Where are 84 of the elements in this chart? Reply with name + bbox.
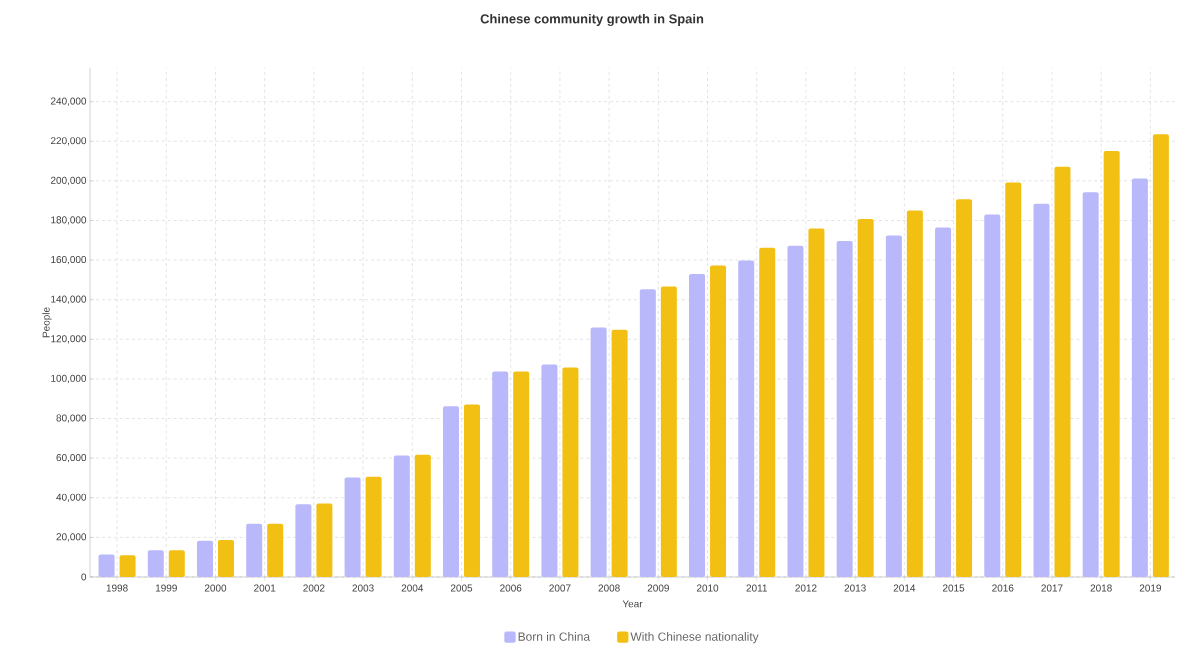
y-tick-label: 180,000 <box>51 216 87 225</box>
x-tick-label: 2019 <box>1139 584 1161 592</box>
bar <box>295 504 312 577</box>
bar <box>660 286 677 577</box>
bar <box>267 523 284 577</box>
bar <box>541 364 558 577</box>
x-tick-label: 2007 <box>549 584 571 592</box>
chart-title: Chinese community growth in Spain <box>480 13 704 27</box>
x-tick-label: 2009 <box>647 584 669 592</box>
bar <box>443 406 460 577</box>
x-tick-label: 2014 <box>893 584 916 592</box>
bar <box>246 523 263 577</box>
x-tick-label: 1998 <box>106 584 128 592</box>
y-tick-label: 20,000 <box>56 533 87 542</box>
bar <box>1054 166 1071 577</box>
bar <box>1033 203 1050 577</box>
bar <box>639 289 656 577</box>
bar <box>513 371 530 577</box>
x-axis-title: Year <box>622 600 643 608</box>
x-tick-label: 2018 <box>1090 584 1112 592</box>
bar <box>984 214 1001 577</box>
x-tick-label: 2010 <box>696 584 719 592</box>
bar <box>738 260 755 577</box>
x-tick-label: 2005 <box>450 584 473 592</box>
bar <box>836 240 853 577</box>
bar <box>1103 150 1120 577</box>
bar <box>217 539 234 577</box>
x-tick-label: 2013 <box>844 584 866 592</box>
bar <box>196 540 213 577</box>
bar <box>885 235 902 577</box>
bar <box>147 550 164 577</box>
y-tick-label: 80,000 <box>56 414 87 423</box>
x-tick-label: 2008 <box>598 584 620 592</box>
bar <box>689 273 706 577</box>
x-tick-label: 2017 <box>1041 584 1063 592</box>
x-tick-label: 2000 <box>204 584 227 592</box>
bar <box>787 245 804 577</box>
x-tick-label: 2006 <box>500 584 522 592</box>
x-tick-label: 2001 <box>254 584 276 592</box>
bar <box>935 227 952 577</box>
bar <box>1082 192 1099 577</box>
bar <box>98 554 115 577</box>
y-tick-label: 140,000 <box>51 295 87 304</box>
legend-label: With Chinese nationality <box>630 632 759 644</box>
y-tick-label: 40,000 <box>56 493 87 502</box>
x-tick-label: 2002 <box>303 584 325 592</box>
bar <box>759 247 776 577</box>
x-tick-label: 2012 <box>795 584 817 592</box>
bar <box>316 503 333 577</box>
y-tick-label: 120,000 <box>51 335 87 344</box>
bar <box>590 327 607 577</box>
bar <box>393 455 410 577</box>
x-tick-label: 2004 <box>401 584 424 592</box>
y-tick-label: 60,000 <box>56 454 87 463</box>
bar <box>168 550 185 577</box>
x-tick-label: 2003 <box>352 584 374 592</box>
bar <box>1152 134 1169 577</box>
bar <box>464 404 481 577</box>
bar <box>492 371 509 577</box>
y-tick-label: 200,000 <box>50 176 87 185</box>
y-tick-label: 240,000 <box>50 97 87 106</box>
bar <box>808 228 825 577</box>
bar <box>710 265 727 577</box>
bar <box>365 476 382 577</box>
x-tick-label: 1999 <box>155 584 177 592</box>
y-tick-label: 160,000 <box>51 255 87 265</box>
x-tick-label: 2015 <box>942 584 965 592</box>
y-axis-title: People <box>42 307 52 338</box>
bar <box>1005 182 1022 577</box>
bar <box>1131 178 1148 577</box>
legend-label: Born in China <box>518 632 591 641</box>
bar <box>857 219 874 577</box>
bar <box>562 367 579 577</box>
y-tick-label: 220,000 <box>50 137 87 146</box>
x-tick-label: 2016 <box>992 584 1014 592</box>
y-tick-label: 100,000 <box>51 374 87 384</box>
bar <box>344 477 361 577</box>
bar <box>119 555 136 577</box>
x-tick-label: 2011 <box>746 584 767 592</box>
bar <box>611 329 628 577</box>
bar <box>956 199 973 577</box>
y-tick-label: 0 <box>81 573 87 581</box>
bar <box>414 454 431 577</box>
bar <box>906 210 923 577</box>
